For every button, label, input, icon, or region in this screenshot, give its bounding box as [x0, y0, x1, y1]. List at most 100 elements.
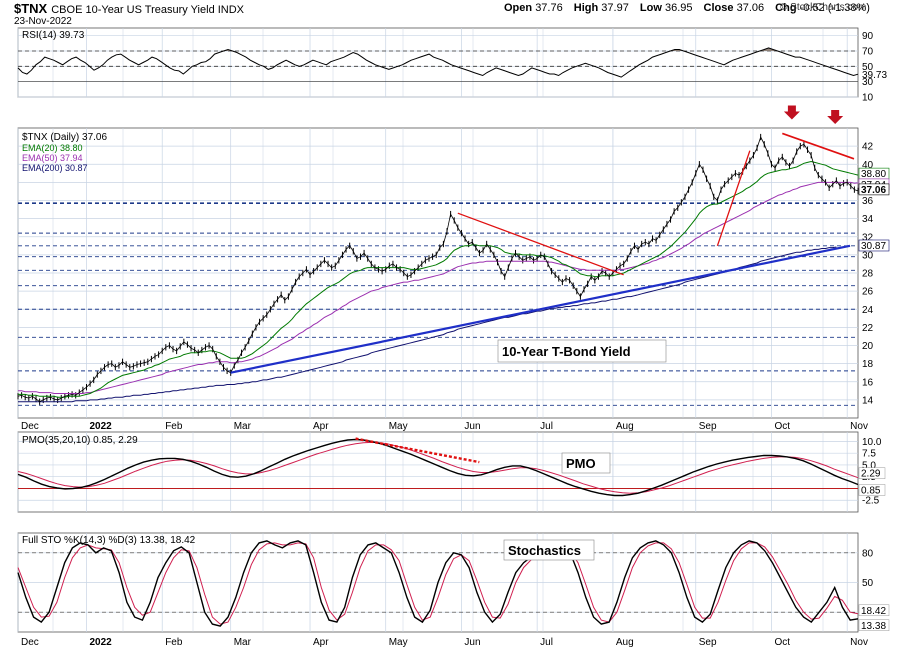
- sto-xtick-11: Nov: [850, 637, 868, 648]
- price-panel-ytick-3: 20: [862, 341, 874, 352]
- brand-watermark: © StockCharts.com: [780, 2, 867, 13]
- price-xtick-4: Apr: [313, 421, 329, 432]
- price-panel-ytick-2: 18: [862, 359, 874, 370]
- price-xtick-11: Nov: [850, 421, 868, 432]
- header-ohlc: Open 37.76 High 37.97 Low 36.95 Close 37…: [504, 2, 878, 14]
- pmo-last-box-0: [858, 467, 886, 479]
- price-panel-ytick-6: 26: [862, 287, 874, 298]
- price-panel-ytick-9: 32: [862, 232, 874, 243]
- price-panel-ytick-11: 36: [862, 196, 874, 207]
- sto-xtick-7: Jul: [540, 637, 553, 648]
- open-value: 37.76: [535, 2, 563, 14]
- rsi-panel-ytick-4: 90: [862, 31, 874, 42]
- sto-xtick-1: 2022: [89, 637, 112, 648]
- low-value: 36.95: [664, 2, 693, 14]
- pmo-annotation-box: PMO: [561, 452, 611, 474]
- pmo-signal-line: [17, 441, 859, 494]
- pmo-line: [17, 438, 859, 497]
- sto-xtick-5: May: [389, 637, 408, 648]
- ema-line-2: [18, 181, 859, 394]
- rsi-overbought-fill: [18, 47, 858, 51]
- price-xtick-6: Jun: [464, 421, 480, 432]
- rsi-panel-ytick-1: 30: [862, 77, 874, 88]
- sto-annotation-box: Stochastics: [503, 539, 595, 561]
- sto-annotation: Stochastics: [508, 543, 581, 558]
- stochastics-panel-ytick-1: 50: [862, 578, 874, 589]
- price-close-line: [17, 136, 859, 403]
- price-xtick-8: Aug: [616, 421, 634, 432]
- price-xtick-3: Mar: [234, 421, 252, 432]
- close-value: 37.06: [736, 2, 765, 14]
- rsi-title: RSI(14) 39.73: [22, 30, 85, 41]
- pmo-last-box-1: [858, 484, 886, 496]
- pmo-annotation: PMO: [566, 456, 596, 471]
- header-date: 23-Nov-2022: [14, 16, 72, 27]
- header-description: CBOE 10-Year US Treasury Yield INDX: [51, 4, 245, 16]
- legend-ema200: EMA(200) 30.87: [22, 163, 88, 173]
- open-label: Open: [504, 2, 533, 14]
- low-label: Low: [639, 2, 662, 14]
- pmo-panel-ytick-3: 5.0: [862, 460, 876, 471]
- high-label: High: [573, 2, 599, 14]
- sto-last-label-0: 18.42: [861, 606, 886, 617]
- price-xtick-2: Feb: [165, 421, 183, 432]
- sto-xtick-4: Apr: [313, 637, 329, 648]
- header-symbol: $TNX CBOE 10-Year US Treasury Yield INDX: [14, 1, 245, 16]
- pmo-divergence-line: [355, 437, 480, 464]
- top-arrow-1: [827, 110, 844, 124]
- trendline-red-rise: [716, 150, 751, 247]
- trendline-red-summer: [457, 212, 624, 276]
- sto-d-line: [17, 542, 859, 625]
- rsi-panel-ytick-0: 10: [862, 93, 874, 104]
- price-xtick-1: 2022: [89, 421, 112, 432]
- sto-title: Full STO %K(14,3) %D(3) 13.38, 18.42: [22, 535, 196, 546]
- stochastics-panel-ytick-2: 80: [862, 548, 874, 559]
- sto-last-label-1: 13.38: [861, 621, 886, 632]
- price-panel-ytick-8: 30: [862, 250, 874, 261]
- sto-annotation-rect: [503, 539, 595, 561]
- chg-value: -0.52 (-1.38%): [799, 2, 870, 14]
- close-label: Close: [703, 2, 734, 14]
- pmo-title: PMO(35,20,10) 0.85, 2.29: [22, 435, 138, 446]
- trendline-red-top: [782, 132, 855, 160]
- rsi-panel-ytick-2: 50: [862, 62, 874, 73]
- price-xtick-10: Oct: [774, 421, 790, 432]
- price-xtick-9: Sep: [699, 421, 717, 432]
- top-arrow-0: [783, 105, 800, 120]
- price-panel-ytick-10: 34: [862, 214, 874, 225]
- sto-xtick-6: Jun: [464, 637, 480, 648]
- legend-ema50: EMA(50) 37.94: [22, 153, 83, 163]
- price-panel-ytick-7: 28: [862, 269, 874, 280]
- sto-xtick-9: Sep: [699, 637, 717, 648]
- trendline-blue: [230, 244, 851, 374]
- ema-line-3: [18, 246, 837, 403]
- sto-xtick-10: Oct: [774, 637, 790, 648]
- price-panel-ytick-14: 42: [862, 142, 874, 153]
- price-xtick-5: May: [389, 421, 408, 432]
- price-xtick-7: Jul: [540, 421, 553, 432]
- price-panel-ytick-1: 16: [862, 377, 874, 388]
- rsi-last-label: 39.73: [862, 70, 887, 81]
- pmo-panel-ytick-0: -2.5: [862, 496, 880, 507]
- rsi-panel-ytick-3: 70: [862, 47, 874, 58]
- sto-last-box-0: [858, 604, 890, 617]
- sto-last-box-1: [858, 619, 890, 632]
- ema-line-1: [18, 160, 859, 398]
- price-panel-ytick-0: 14: [862, 395, 874, 406]
- sto-k-line: [17, 540, 859, 627]
- pmo-panel-ytick-5: 10.0: [862, 437, 882, 448]
- price-annotation: 10-Year T-Bond Yield: [502, 344, 631, 359]
- price-last-label-0: 38.80: [861, 169, 886, 180]
- price-annotation-box: 10-Year T-Bond Yield: [497, 339, 667, 363]
- price-last-box-2: [858, 183, 890, 196]
- price-annotation-rect: [497, 339, 667, 363]
- legend-price: $TNX (Daily) 37.06: [22, 132, 107, 143]
- pmo-last-label-1: 0.85: [861, 485, 881, 496]
- sto-xtick-0: Dec: [21, 637, 39, 648]
- chg-label: Chg: [775, 2, 797, 14]
- pmo-panel-frame: [17, 431, 859, 513]
- price-panel-ytick-5: 24: [862, 305, 874, 316]
- sto-xtick-3: Mar: [234, 637, 252, 648]
